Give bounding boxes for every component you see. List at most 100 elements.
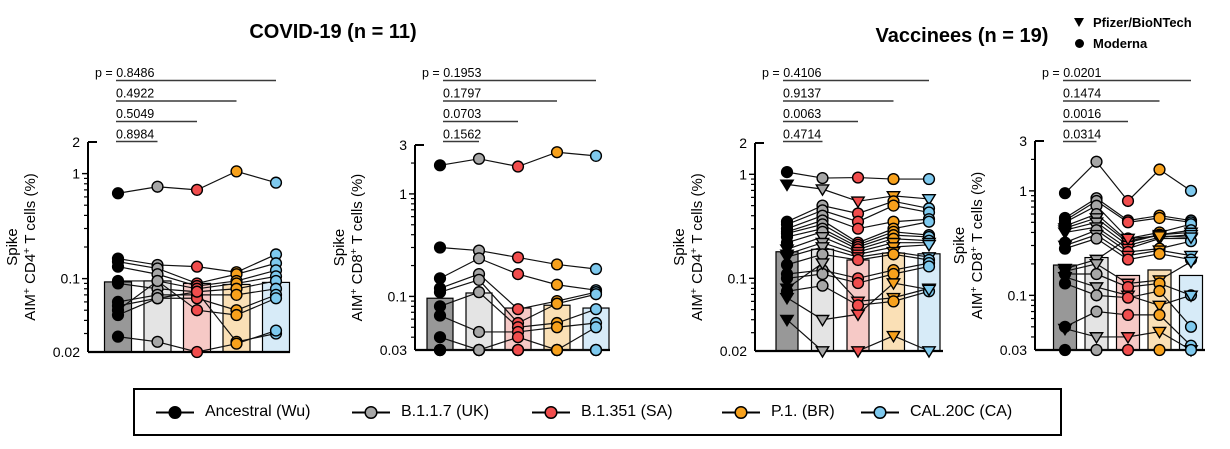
triangle-point: [921, 346, 937, 359]
circle-point: [550, 297, 564, 310]
circle-point: [269, 324, 283, 337]
p-values: p = 0.4106 0.9137 0.0063 0.4714: [762, 66, 929, 143]
circle-point: [1184, 343, 1198, 357]
circle-point: [151, 292, 164, 305]
circle-point: [1058, 187, 1072, 200]
circle-point: [472, 152, 486, 165]
legend-item-p1: P.1. (BR): [722, 390, 835, 434]
circle-point: [1121, 253, 1135, 266]
svg-text:2: 2: [72, 134, 80, 150]
circle-point: [472, 325, 486, 339]
vaccine-type-legend: Pfizer/BioNTech Moderna: [1072, 12, 1192, 54]
covid-group-title: COVID-19 (n = 11): [249, 21, 417, 43]
triangle-point: [815, 346, 830, 359]
svg-text:2: 2: [739, 135, 747, 151]
circle-point: [472, 286, 486, 299]
legend-label: Ancestral (Wu): [205, 403, 311, 420]
circle-point: [1058, 343, 1072, 357]
circle-point: [922, 172, 936, 186]
circle-point: [511, 268, 525, 281]
legend-label: B.1.351 (SA): [581, 403, 673, 420]
circle-point: [550, 343, 564, 357]
triangle-point: [1183, 232, 1199, 245]
circle-point: [887, 267, 900, 281]
legend-item-b117: B.1.1.7 (UK): [352, 390, 489, 434]
triangle-point: [1089, 259, 1104, 272]
circle-point: [550, 278, 564, 291]
circle-point: [1090, 232, 1103, 245]
variant-legend: Ancestral (Wu) B.1.1.7 (UK) B.1.351 (SA)…: [133, 388, 1062, 436]
circle-point: [851, 222, 865, 235]
triangle-point: [1089, 332, 1104, 345]
svg-text:AIM+ CD8+ T cells (%): AIM+ CD8+ T cells (%): [968, 172, 986, 320]
circle-point: [472, 252, 486, 265]
legend-label: CAL.20C (CA): [910, 403, 1013, 420]
circle-point: [922, 260, 936, 273]
b1351-marker-icon: [532, 405, 570, 420]
triangle-point: [1089, 282, 1104, 295]
circle-point: [433, 286, 447, 299]
circle-point: [887, 172, 900, 186]
moderna-legend-label: Moderna: [1093, 36, 1148, 51]
circle-point: [511, 343, 525, 357]
circle-point: [472, 273, 486, 286]
svg-text:1: 1: [739, 166, 747, 182]
svg-text:AIM+ CD4+ T cells (%): AIM+ CD4+ T cells (%): [688, 173, 706, 321]
triangle-point: [886, 278, 901, 291]
legend-label: P.1. (BR): [771, 403, 835, 420]
svg-text:0.02: 0.02: [720, 343, 747, 359]
circle-point: [269, 292, 283, 305]
triangle-point: [921, 194, 937, 207]
svg-text:0.8984: 0.8984: [116, 128, 154, 142]
circle-point: [111, 260, 125, 273]
circle-point: [1121, 343, 1135, 357]
triangle-point: [815, 184, 830, 197]
triangle-point: [815, 314, 830, 328]
circle-point: [851, 253, 865, 267]
svg-text:Spike: Spike: [671, 228, 688, 266]
svg-text:0.4922: 0.4922: [116, 87, 154, 101]
cal20c-marker-icon: [861, 405, 899, 420]
circle-point: [780, 166, 794, 179]
circle-point: [151, 180, 164, 193]
triangle-point: [815, 242, 830, 255]
svg-text:0.03: 0.03: [380, 342, 407, 358]
data-points: [111, 165, 283, 359]
svg-text:0.1474: 0.1474: [1063, 87, 1101, 101]
circle-point: [433, 343, 447, 357]
circle-point: [780, 272, 794, 285]
circle-point: [230, 337, 243, 350]
legend-item-b1351: B.1.351 (SA): [532, 390, 673, 434]
triangle-point: [921, 284, 937, 297]
p-values: p = 0.1953 0.1797 0.0703 0.1562: [422, 66, 596, 143]
triangle-point: [886, 330, 901, 344]
circle-point: [1153, 343, 1166, 357]
circle-point: [1090, 343, 1103, 357]
svg-text:0.5049: 0.5049: [116, 107, 154, 121]
circle-point: [1090, 289, 1103, 302]
circle-point: [1090, 305, 1103, 318]
vaccinees-group-title: Vaccinees (n = 19): [875, 25, 1049, 47]
svg-text:AIM+ CD4+ T cells (%): AIM+ CD4+ T cells (%): [21, 173, 39, 321]
triangle-point: [850, 309, 866, 322]
svg-text:0.4714: 0.4714: [783, 128, 821, 142]
circle-point: [1153, 163, 1166, 176]
circle-point: [589, 262, 603, 276]
circle-point: [1058, 277, 1072, 290]
circle-point: [1121, 291, 1135, 304]
circle-point: [887, 248, 900, 261]
triangle-point: [921, 239, 937, 253]
circle-point: [922, 215, 936, 228]
legend-label: B.1.1.7 (UK): [401, 403, 490, 420]
triangle-down-icon: [1072, 17, 1086, 28]
circle-point: [433, 241, 447, 254]
circle-point: [816, 248, 829, 261]
svg-text:0.0703: 0.0703: [443, 107, 481, 121]
p1-marker-icon: [722, 405, 760, 420]
circle-point: [887, 295, 900, 308]
circle-point: [1090, 267, 1103, 281]
svg-text:p = 0.0201: p = 0.0201: [1042, 66, 1101, 80]
p-values: p = 0.0201 0.1474 0.0016 0.0314: [1042, 66, 1191, 143]
